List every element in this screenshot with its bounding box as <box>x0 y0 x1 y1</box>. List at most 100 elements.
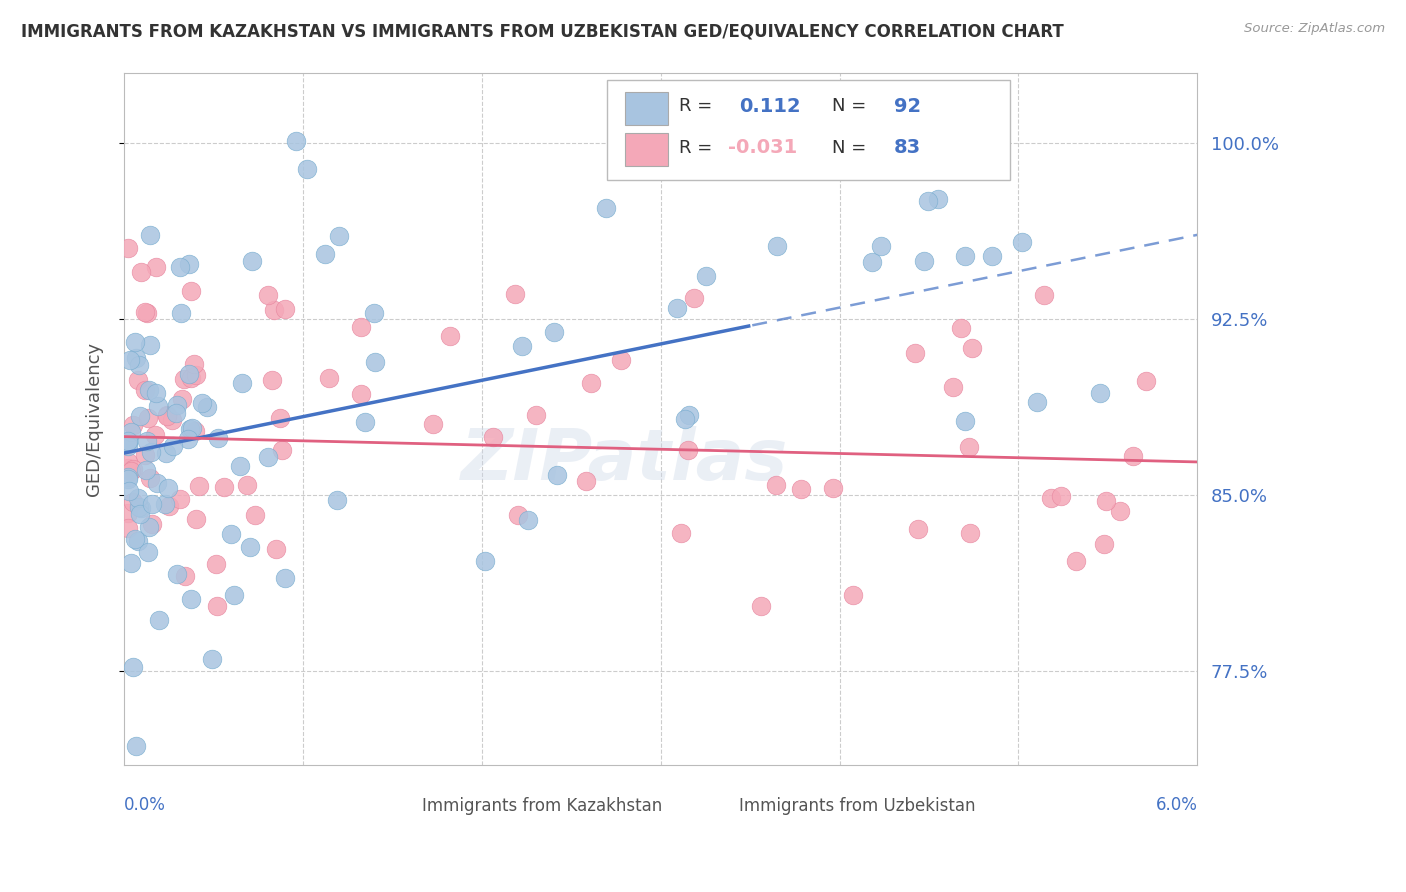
Point <box>170 306 193 320</box>
Point <box>543 325 565 339</box>
Point <box>145 386 167 401</box>
Point <box>942 380 965 394</box>
Point <box>139 470 162 484</box>
Text: Source: ZipAtlas.com: Source: ZipAtlas.com <box>1244 22 1385 36</box>
Point <box>678 442 700 457</box>
Point <box>141 516 163 531</box>
Point <box>314 247 336 261</box>
Point <box>349 320 371 334</box>
Point <box>503 287 526 301</box>
Point <box>195 401 218 415</box>
Text: 92: 92 <box>894 96 921 116</box>
Point <box>790 482 813 496</box>
Point <box>245 508 267 522</box>
Point <box>180 285 202 299</box>
Point <box>269 411 291 425</box>
FancyBboxPatch shape <box>626 92 668 125</box>
Point <box>141 497 163 511</box>
Y-axis label: GED/Equivalency: GED/Equivalency <box>86 342 103 496</box>
Point <box>146 476 169 491</box>
Point <box>1088 386 1111 401</box>
Point <box>575 474 598 488</box>
Point <box>184 424 207 438</box>
Point <box>157 499 180 513</box>
Point <box>524 408 547 422</box>
Point <box>127 373 149 387</box>
Point <box>326 493 349 508</box>
Point <box>957 440 980 454</box>
Point <box>183 357 205 371</box>
Point <box>274 301 297 316</box>
Text: R =: R = <box>679 97 718 115</box>
Point <box>201 652 224 666</box>
Point <box>236 477 259 491</box>
Point <box>170 392 193 406</box>
Point <box>927 193 949 207</box>
Point <box>1122 449 1144 463</box>
Point <box>264 541 287 556</box>
Point <box>860 255 883 269</box>
Point <box>162 439 184 453</box>
Point <box>257 288 280 302</box>
Point <box>749 599 772 613</box>
Point <box>156 481 179 495</box>
Point <box>1135 375 1157 389</box>
Point <box>1032 288 1054 302</box>
Point <box>205 599 228 614</box>
Point <box>129 409 152 424</box>
Point <box>138 383 160 397</box>
Point <box>917 194 939 208</box>
Point <box>207 431 229 445</box>
Point <box>1011 235 1033 250</box>
Text: -0.031: -0.031 <box>728 138 797 157</box>
Point <box>117 241 139 255</box>
Point <box>180 371 202 385</box>
Point <box>510 339 533 353</box>
Point <box>231 376 253 391</box>
Point <box>239 540 262 554</box>
Point <box>981 249 1004 263</box>
Point <box>120 464 142 478</box>
Point <box>1026 394 1049 409</box>
Point <box>364 355 387 369</box>
Point <box>120 556 142 570</box>
Point <box>146 399 169 413</box>
Text: 83: 83 <box>894 138 921 157</box>
Point <box>669 526 692 541</box>
Point <box>117 438 139 452</box>
Point <box>695 268 717 283</box>
Point <box>145 260 167 274</box>
Point <box>675 412 697 426</box>
Point <box>186 512 208 526</box>
Point <box>179 256 201 270</box>
Text: Immigrants from Kazakhstan: Immigrants from Kazakhstan <box>422 797 662 815</box>
Point <box>117 435 139 450</box>
Point <box>204 557 226 571</box>
Text: N =: N = <box>832 97 873 115</box>
Point <box>128 534 150 549</box>
Point <box>128 507 150 521</box>
Point <box>219 526 242 541</box>
Point <box>124 532 146 546</box>
Point <box>155 446 177 460</box>
Point <box>912 254 935 268</box>
Point <box>135 463 157 477</box>
Point <box>240 253 263 268</box>
Point <box>950 320 973 334</box>
Point <box>665 301 688 315</box>
Point <box>165 406 187 420</box>
Point <box>138 520 160 534</box>
Point <box>160 413 183 427</box>
Point <box>117 434 139 448</box>
Point <box>678 408 700 422</box>
Point <box>139 228 162 243</box>
Point <box>481 430 503 444</box>
Point <box>117 470 139 484</box>
Point <box>155 408 177 422</box>
Point <box>474 553 496 567</box>
Point <box>260 373 283 387</box>
Point <box>363 306 385 320</box>
Point <box>118 353 141 368</box>
Point <box>1095 494 1118 508</box>
Point <box>117 460 139 475</box>
